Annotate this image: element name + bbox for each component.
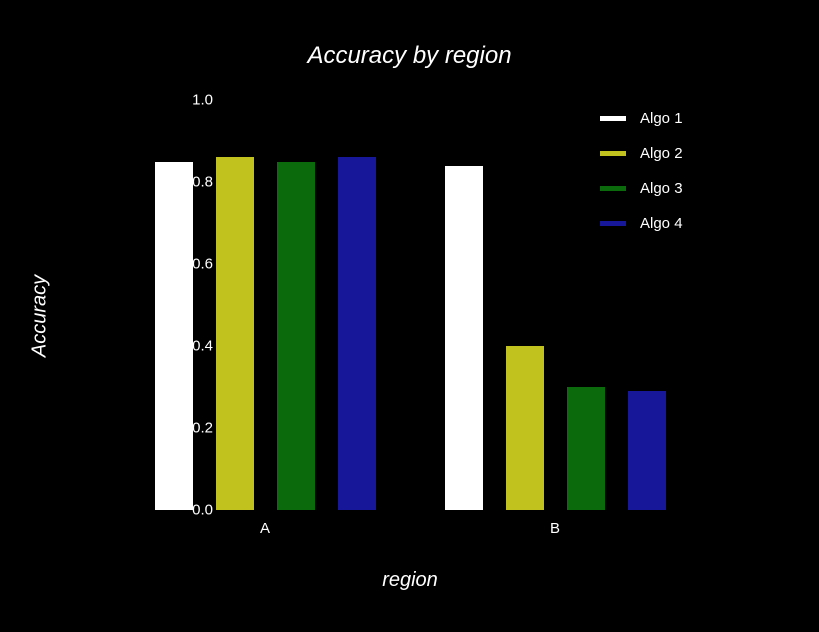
y-axis-label: Accuracy <box>29 275 52 357</box>
bar <box>338 157 376 510</box>
y-tick-label: 1.0 <box>153 92 213 109</box>
legend-item: Algo 2 <box>600 145 683 162</box>
legend-label: Algo 4 <box>640 215 683 232</box>
legend-label: Algo 3 <box>640 180 683 197</box>
legend-swatch <box>600 186 626 191</box>
legend-swatch <box>600 151 626 156</box>
legend: Algo 1 Algo 2 Algo 3 Algo 4 <box>600 110 683 250</box>
y-tick-label: 0.4 <box>153 338 213 355</box>
y-tick-label: 0.2 <box>153 420 213 437</box>
bar <box>506 346 544 510</box>
y-tick-label: 0.8 <box>153 174 213 191</box>
legend-label: Algo 1 <box>640 110 683 127</box>
bar <box>567 387 605 510</box>
y-tick-label: 0.0 <box>153 502 213 519</box>
legend-swatch <box>600 221 626 226</box>
chart-stage: Accuracy by region Accuracy region Algo … <box>0 0 819 632</box>
y-tick-label: 0.6 <box>153 256 213 273</box>
legend-item: Algo 1 <box>600 110 683 127</box>
legend-label: Algo 2 <box>640 145 683 162</box>
legend-swatch <box>600 116 626 121</box>
bar <box>445 166 483 510</box>
x-tick-label: A <box>260 520 270 537</box>
bar <box>155 162 193 511</box>
legend-item: Algo 3 <box>600 180 683 197</box>
bar <box>216 157 254 510</box>
bar <box>277 162 315 511</box>
x-axis-label: region <box>382 569 438 592</box>
x-tick-label: B <box>550 520 560 537</box>
chart-title: Accuracy by region <box>0 42 819 70</box>
bar <box>628 391 666 510</box>
legend-item: Algo 4 <box>600 215 683 232</box>
